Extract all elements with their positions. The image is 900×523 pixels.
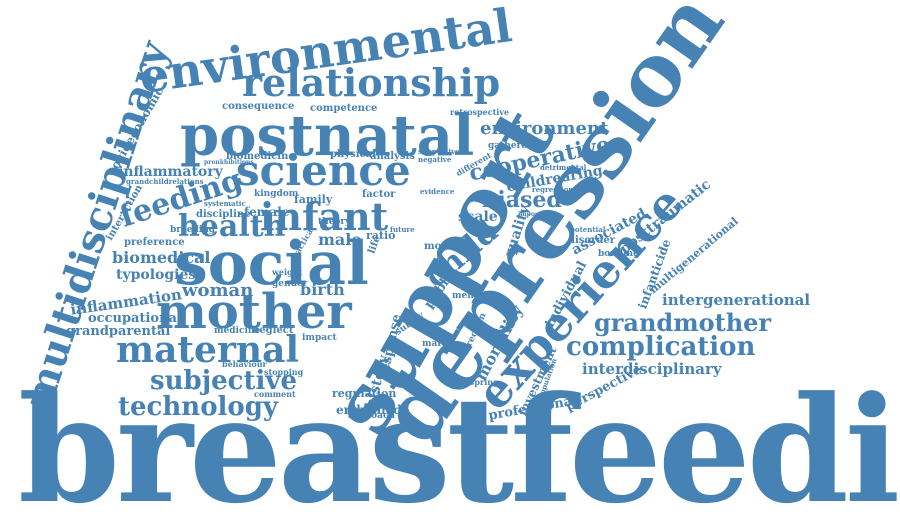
word-breastfeeding: breastfeeding — [18, 365, 900, 523]
word-month: month — [424, 241, 461, 252]
word-birth: birth — [300, 280, 345, 299]
word-regression: regression — [532, 185, 574, 194]
word-medicine: medicine — [214, 326, 261, 336]
word-complication: complication — [566, 332, 756, 362]
word-regulation: regulation — [332, 387, 397, 400]
word-gender: gender — [272, 279, 308, 289]
word-biomedicine: biomedicine — [226, 151, 295, 162]
word-grandchildrelations: grandchildrelations — [126, 177, 204, 186]
word-future: future — [390, 225, 415, 234]
word-biomedical: biomedical — [112, 248, 211, 267]
word-potential: potential — [570, 225, 606, 234]
word-infant: infant — [260, 194, 389, 239]
word-approach: approach — [348, 411, 396, 421]
word-retrospective: retrospective — [450, 107, 510, 117]
word-intergenerational: intergenerational — [662, 291, 811, 309]
word-important: important — [518, 211, 552, 218]
word-technology: technology — [118, 392, 279, 422]
word-relationship: relationship — [242, 60, 501, 105]
word-weight: weight — [272, 267, 303, 277]
word-factor: factor — [362, 189, 396, 200]
word-mental: mental — [452, 291, 488, 301]
word-analysis: analysis — [370, 151, 415, 162]
word-maternal: maternal — [116, 329, 300, 371]
word-occupational: occupational — [88, 311, 182, 326]
word-health: health — [178, 209, 286, 244]
word-supportive: supportive — [418, 147, 460, 156]
word-impact: impact — [302, 333, 337, 343]
word-scale: scale — [458, 209, 498, 225]
word-kingdom: kingdom — [254, 189, 299, 199]
word-systematic: systematic — [204, 199, 246, 208]
word-behaviour: behaviour — [222, 359, 267, 369]
word-evidence: evidence — [420, 187, 455, 196]
word-physical: physical — [330, 149, 376, 160]
word-female: female — [244, 205, 290, 219]
word-typologies: typologies — [116, 267, 197, 283]
word-consequence: consequence — [222, 101, 295, 112]
word-marker: marker — [422, 339, 459, 349]
word-postnatal: postnatal — [180, 103, 475, 169]
word-competence: competence — [310, 103, 378, 114]
word-grandmother: grandmother — [594, 308, 772, 337]
word-science: science — [236, 146, 411, 195]
word-detrimental: detrimental — [540, 163, 587, 172]
word-pronkhibitions: pronkhibitions — [204, 159, 254, 166]
word-family: family — [294, 193, 333, 206]
word-subjective: subjective — [150, 366, 298, 396]
word-social: social — [174, 229, 369, 299]
word-male: male — [318, 230, 362, 249]
word-discipline: discipline — [196, 209, 251, 220]
word-stopping: stopping — [264, 367, 304, 377]
word-preference: preference — [124, 237, 185, 248]
word-gatherer: gatherer — [488, 141, 532, 151]
word-biased: biased — [482, 187, 562, 213]
word-woman: woman — [182, 280, 254, 301]
word-embodied: embodied — [336, 403, 402, 417]
word-disorder: disorder — [568, 235, 615, 246]
word-breeding: breeding — [170, 225, 216, 235]
word-grandparental: grandparental — [66, 324, 171, 339]
word-ratio: ratio — [366, 229, 396, 242]
word-mother: mother — [156, 284, 352, 340]
word-comment: comment — [254, 389, 296, 399]
word-theory: theory — [318, 217, 351, 227]
word-inflammatory: inflammatory — [118, 164, 223, 180]
word-environment: environment — [480, 118, 609, 139]
word-bonding: bonding — [598, 249, 640, 259]
word-offspring: offspring — [458, 377, 499, 387]
word-negative: negative — [418, 155, 452, 164]
word-neglect: neglect — [252, 325, 294, 336]
word-interdisciplinary: interdisciplinary — [582, 360, 722, 378]
